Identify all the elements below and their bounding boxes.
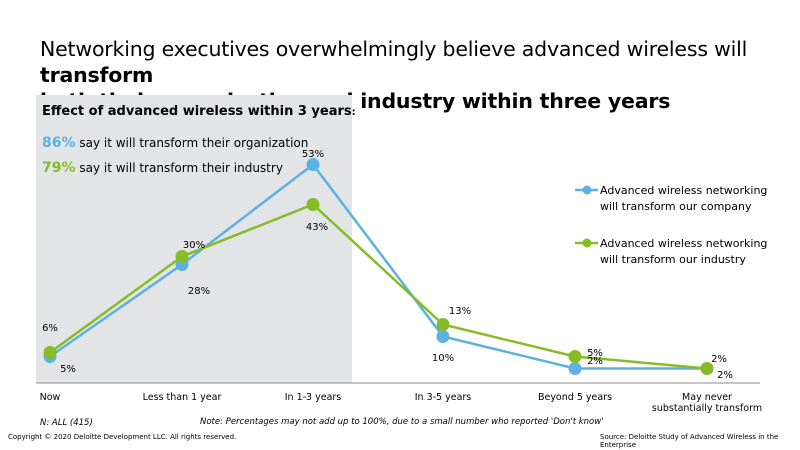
- data-label-industry: 5%: [587, 348, 603, 359]
- series-industry-point: [43, 346, 57, 359]
- title-bold-transform: transform: [40, 63, 154, 87]
- x-tick-label: May never: [682, 392, 732, 403]
- legend-swatch-marker: [582, 238, 592, 248]
- legend-label: will transform our company: [600, 200, 752, 213]
- copyright: Copyright © 2020 Deloitte Development LL…: [8, 433, 237, 441]
- source-note: Source: Deloitte Study of Advanced Wirel…: [600, 433, 779, 449]
- data-label-industry: 6%: [42, 323, 58, 334]
- panel-heading-colon: :: [351, 107, 356, 118]
- sample-size: N: ALL (415): [40, 418, 93, 428]
- x-tick-label: substantially transform: [652, 403, 762, 414]
- data-label-company: 10%: [432, 353, 454, 364]
- series-company-point: [306, 158, 320, 171]
- data-label-industry: 13%: [449, 306, 471, 317]
- title-text: Networking executives overwhelmingly bel…: [40, 37, 748, 61]
- stat-industry: 79% say it will transform their industry: [42, 160, 283, 176]
- x-tick-label: Now: [40, 392, 61, 403]
- x-tick-label: Less than 1 year: [143, 392, 222, 403]
- data-label-industry: 2%: [711, 354, 727, 365]
- x-tick-label: In 3-5 years: [415, 392, 472, 403]
- data-label-company: 2%: [587, 356, 603, 367]
- series-company-point: [568, 362, 582, 375]
- panel-heading-text: Effect of advanced wireless within 3 yea…: [42, 104, 352, 119]
- data-label-company: 28%: [188, 286, 210, 297]
- series-industry-line: [49, 203, 708, 370]
- series-company-point: [436, 330, 450, 343]
- series-industry-point: [175, 250, 189, 263]
- data-label-industry: 30%: [183, 240, 205, 251]
- legend-label: will transform our industry: [600, 253, 746, 266]
- stat-industry-text: say it will transform their industry: [79, 161, 283, 175]
- legend-label: Advanced wireless networking: [600, 184, 767, 197]
- data-label-company: 2%: [717, 370, 733, 381]
- stat-organization-text: say it will transform their organization: [79, 136, 309, 150]
- stat-organization: 86% say it will transform their organiza…: [42, 135, 308, 151]
- legend-swatch-marker: [582, 185, 592, 195]
- x-tick-label: In 1-3 years: [285, 392, 342, 403]
- data-label-company: 5%: [60, 364, 76, 375]
- series-industry-point: [700, 362, 714, 375]
- stat-organization-pct: 86%: [42, 135, 76, 151]
- series-industry-point: [306, 198, 320, 211]
- data-label-company: 53%: [302, 149, 324, 160]
- chart-note: Note: Percentages may not add up to 100%…: [200, 417, 604, 427]
- x-tick-label: Beyond 5 years: [538, 392, 612, 403]
- data-label-industry: 43%: [306, 222, 328, 233]
- panel-heading: Effect of advanced wireless within 3 yea…: [42, 104, 356, 119]
- stat-industry-pct: 79%: [42, 160, 76, 176]
- series-industry-point: [436, 318, 450, 331]
- highlight-panel: [36, 95, 352, 383]
- series-company-line: [49, 162, 707, 370]
- series-industry-point: [568, 350, 582, 363]
- legend-label: Advanced wireless networking: [600, 237, 767, 250]
